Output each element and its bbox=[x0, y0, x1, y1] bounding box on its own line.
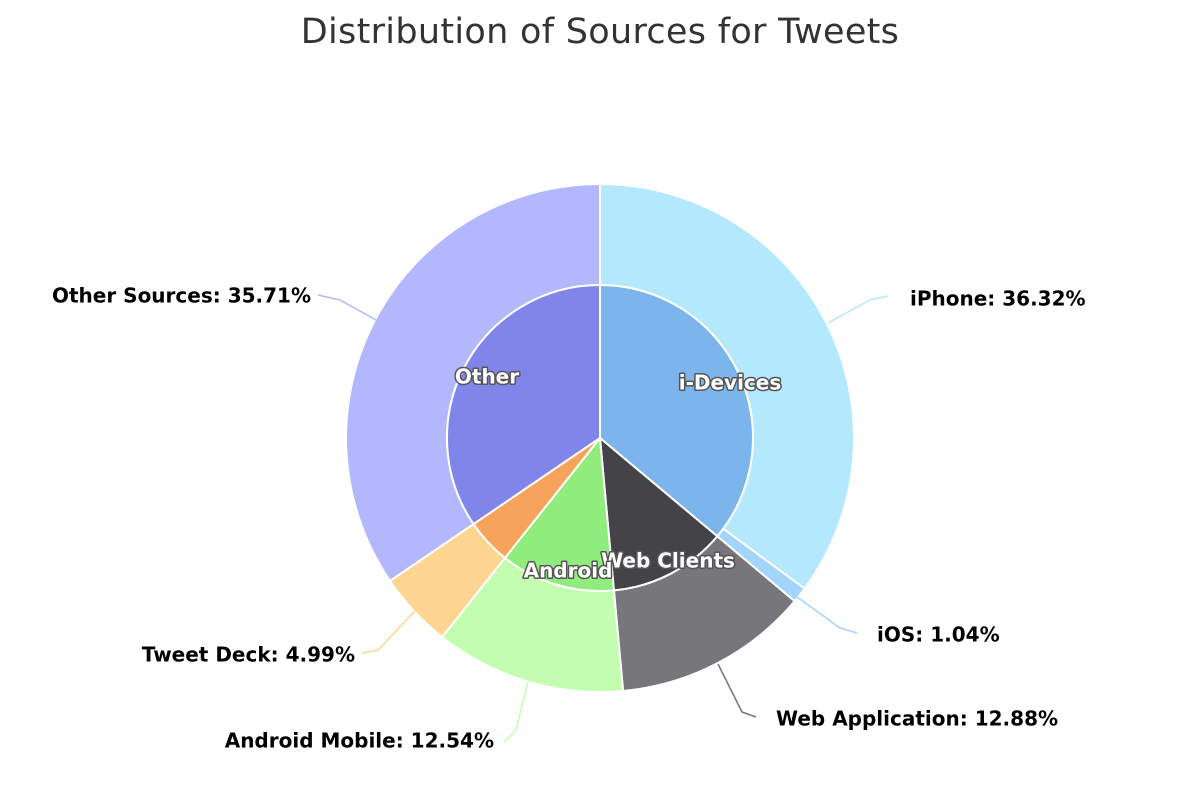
outer-ring bbox=[345, 182, 855, 693]
inner-label-web-clients: Web Clients bbox=[601, 549, 735, 573]
outer-label-android-mobile: Android Mobile: 12.54% bbox=[225, 729, 494, 753]
connector-iphone bbox=[827, 295, 889, 324]
connector-android-mobile bbox=[503, 681, 529, 743]
inner-slice-android[interactable] bbox=[503, 435, 616, 592]
inner-label-i-devices: i-Devices bbox=[679, 371, 782, 395]
outer-label-other-sources: Other Sources: 35.71% bbox=[52, 284, 311, 308]
connector-tweet-deck bbox=[361, 609, 417, 654]
chart-title: Distribution of Sources for Tweets bbox=[300, 12, 900, 52]
inner-slice-web-clients[interactable] bbox=[598, 435, 719, 592]
outer-label-tweet-deck: Tweet Deck: 4.99% bbox=[142, 643, 355, 667]
connector-ios bbox=[796, 596, 858, 634]
inner-slice-other[interactable] bbox=[446, 283, 601, 526]
label-connectors bbox=[317, 294, 889, 743]
outer-labels: iPhone: 36.32% iOS: 1.04% Web Application:… bbox=[52, 284, 1086, 753]
outer-label-ios: iOS: 1.04% bbox=[877, 623, 1000, 647]
connector-web-application bbox=[717, 663, 757, 718]
outer-label-iphone: iPhone: 36.32% bbox=[910, 287, 1086, 311]
inner-label-other: Other bbox=[455, 365, 519, 389]
connector-other-sources bbox=[317, 294, 377, 321]
outer-label-web-application: Web Application: 12.88% bbox=[776, 707, 1058, 731]
inner-slice-i-devices[interactable] bbox=[599, 283, 754, 538]
inner-ring bbox=[446, 283, 754, 592]
inner-label-android: Android bbox=[524, 559, 613, 583]
